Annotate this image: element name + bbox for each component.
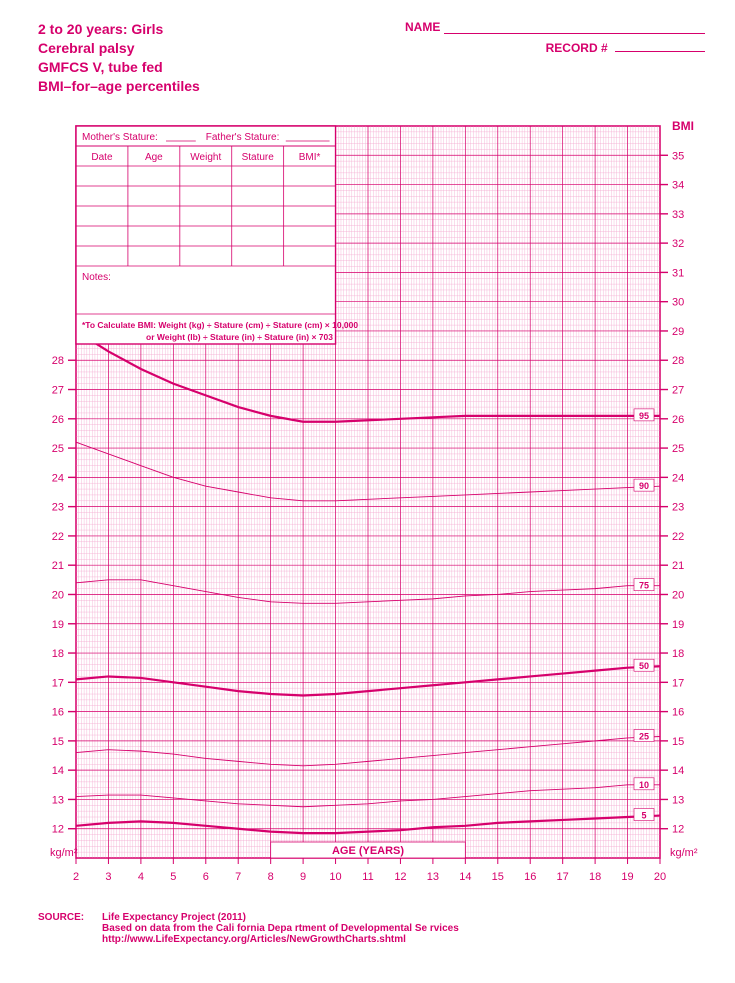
svg-text:21: 21	[52, 560, 64, 572]
svg-text:23: 23	[52, 502, 64, 514]
svg-text:Stature: Stature	[242, 152, 275, 163]
svg-text:18: 18	[52, 648, 64, 660]
svg-text:BMI: BMI	[672, 119, 694, 133]
svg-text:Father's Stature:: Father's Stature:	[206, 132, 280, 143]
svg-text:22: 22	[672, 531, 684, 543]
svg-text:16: 16	[524, 871, 536, 883]
svg-text:33: 33	[672, 209, 684, 221]
page: 2 to 20 years: Girls Cerebral palsy GMFC…	[0, 0, 735, 983]
svg-text:5: 5	[641, 811, 646, 821]
svg-text:30: 30	[672, 297, 684, 309]
source-block: SOURCE: Life Expectancy Project (2011) B…	[38, 912, 705, 945]
svg-text:18: 18	[672, 648, 684, 660]
svg-text:24: 24	[672, 472, 684, 484]
svg-text:26: 26	[672, 414, 684, 426]
svg-text:6: 6	[203, 871, 209, 883]
svg-text:20: 20	[52, 589, 64, 601]
svg-text:5: 5	[170, 871, 176, 883]
svg-text:17: 17	[672, 677, 684, 689]
source-line: http://www.LifeExpectancy.org/Articles/N…	[102, 934, 459, 945]
svg-text:19: 19	[52, 619, 64, 631]
svg-text:15: 15	[672, 736, 684, 748]
svg-text:90: 90	[639, 481, 649, 491]
svg-text:17: 17	[557, 871, 569, 883]
svg-text:4: 4	[138, 871, 144, 883]
svg-text:*To Calculate BMI: Weight (kg): *To Calculate BMI: Weight (kg) ÷ Stature…	[82, 320, 358, 330]
svg-text:27: 27	[672, 385, 684, 397]
svg-text:12: 12	[394, 871, 406, 883]
svg-text:50: 50	[639, 661, 649, 671]
svg-text:15: 15	[52, 736, 64, 748]
svg-text:20: 20	[654, 871, 666, 883]
svg-text:10: 10	[329, 871, 341, 883]
svg-text:10: 10	[639, 780, 649, 790]
svg-text:20: 20	[672, 589, 684, 601]
svg-text:12: 12	[52, 824, 64, 836]
name-label: NAME	[405, 20, 440, 34]
svg-text:BMI*: BMI*	[299, 152, 321, 163]
svg-text:15: 15	[492, 871, 504, 883]
svg-text:16: 16	[672, 707, 684, 719]
svg-text:28: 28	[672, 355, 684, 367]
svg-text:25: 25	[52, 443, 64, 455]
svg-text:11: 11	[362, 871, 373, 883]
svg-text:26: 26	[52, 414, 64, 426]
header: 2 to 20 years: Girls Cerebral palsy GMFC…	[38, 20, 705, 110]
source-line: Life Expectancy Project (2011)	[102, 912, 459, 923]
svg-text:Notes:: Notes:	[82, 272, 111, 283]
growth-chart-svg: 9590755025105121314151617181920212223242…	[38, 116, 698, 906]
svg-text:24: 24	[52, 472, 64, 484]
svg-text:31: 31	[672, 267, 684, 279]
svg-text:13: 13	[427, 871, 439, 883]
svg-text:14: 14	[459, 871, 471, 883]
svg-text:25: 25	[639, 731, 649, 741]
svg-text:35: 35	[672, 150, 684, 162]
svg-text:14: 14	[672, 765, 684, 777]
title-line: GMFCS V, tube fed	[38, 58, 705, 77]
svg-text:19: 19	[621, 871, 633, 883]
svg-text:9: 9	[300, 871, 306, 883]
svg-text:13: 13	[52, 794, 64, 806]
svg-text:19: 19	[672, 619, 684, 631]
svg-text:32: 32	[672, 238, 684, 250]
svg-text:AGE (YEARS): AGE (YEARS)	[332, 845, 404, 857]
svg-text:21: 21	[672, 560, 684, 572]
svg-text:or Weight (lb) ÷ Stature (in): or Weight (lb) ÷ Stature (in) ÷ Stature …	[146, 332, 333, 342]
name-record-block: NAME RECORD #	[405, 20, 705, 55]
svg-text:29: 29	[672, 326, 684, 338]
svg-text:28: 28	[52, 355, 64, 367]
svg-text:3: 3	[105, 871, 111, 883]
svg-text:Weight: Weight	[190, 152, 221, 163]
svg-text:17: 17	[52, 677, 64, 689]
svg-text:kg/m²: kg/m²	[670, 847, 698, 859]
svg-text:23: 23	[672, 502, 684, 514]
svg-text:25: 25	[672, 443, 684, 455]
svg-text:13: 13	[672, 794, 684, 806]
svg-text:12: 12	[672, 824, 684, 836]
source-line: Based on data from the Cali fornia Depa …	[102, 923, 459, 934]
svg-text:34: 34	[672, 180, 684, 192]
svg-text:2: 2	[73, 871, 79, 883]
title-line: BMI–for–age percentiles	[38, 77, 705, 96]
name-field-line[interactable]	[444, 22, 705, 34]
svg-text:14: 14	[52, 765, 64, 777]
chart-container: 9590755025105121314151617181920212223242…	[38, 116, 698, 906]
svg-text:16: 16	[52, 707, 64, 719]
record-label: RECORD #	[546, 41, 608, 55]
svg-text:22: 22	[52, 531, 64, 543]
svg-text:18: 18	[589, 871, 601, 883]
svg-text:27: 27	[52, 385, 64, 397]
svg-text:8: 8	[268, 871, 274, 883]
source-label: SOURCE:	[38, 912, 102, 945]
svg-text:Age: Age	[145, 152, 163, 163]
svg-text:Date: Date	[91, 152, 113, 163]
svg-text:7: 7	[235, 871, 241, 883]
svg-text:95: 95	[639, 411, 649, 421]
svg-text:75: 75	[639, 581, 649, 591]
record-field-line[interactable]	[615, 40, 705, 52]
svg-text:Mother's Stature:: Mother's Stature:	[82, 132, 158, 143]
svg-text:kg/m²: kg/m²	[50, 847, 78, 859]
